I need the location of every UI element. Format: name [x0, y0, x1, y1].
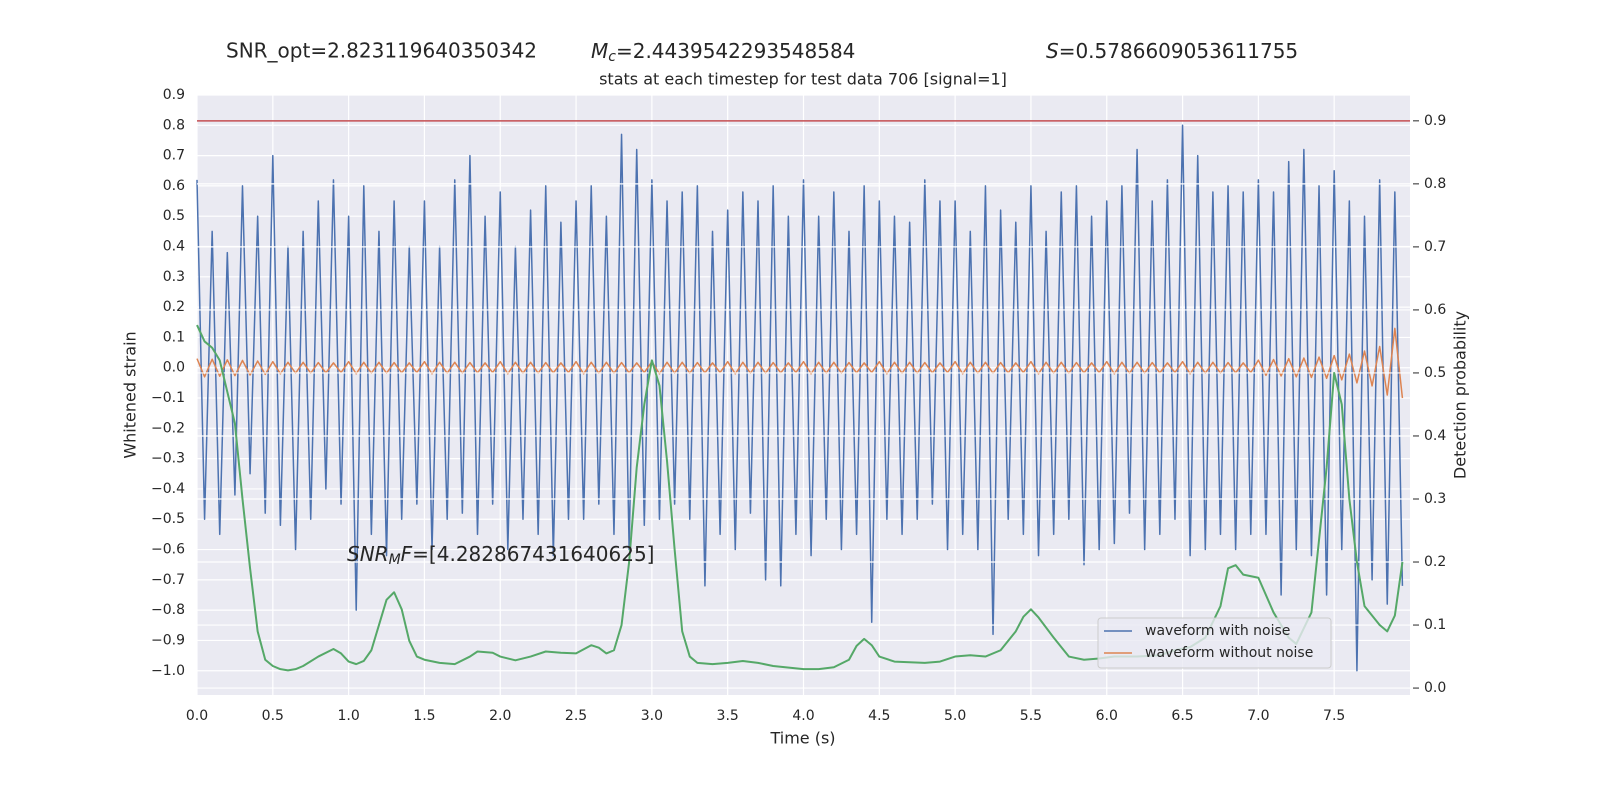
symbol: SNR: [347, 542, 389, 566]
y2-tick-label: 0.7: [1424, 239, 1446, 255]
chirp-mass: Mc=2.4439542293548584: [591, 39, 855, 66]
chart-title: stats at each timestep for test data 706…: [599, 70, 1007, 89]
x-tick-label: 5.0: [944, 708, 966, 724]
x-tick-label: 7.5: [1323, 708, 1345, 724]
subscript: c: [608, 49, 616, 65]
snr-opt: SNR_opt=2.823119640350342: [226, 39, 537, 63]
y-tick-label: 0.7: [163, 148, 185, 164]
x-tick-label: 7.0: [1247, 708, 1269, 724]
value: =[4.282867431640625]: [412, 542, 654, 566]
y-tick-label: −0.6: [151, 542, 185, 558]
y2-tick-label: 0.8: [1424, 176, 1446, 192]
x-tick-label: 2.0: [489, 708, 511, 724]
tick-labels: 0.0 0.5 1.0 1.5 2.0 2.5 3.0 3.5 4.0 4.5 5.0 5.5 6.0 6…: [151, 87, 1446, 724]
y-tick-label: 0.4: [163, 239, 185, 255]
y2-tick-label: 0.6: [1424, 302, 1446, 318]
y-tick-label: −0.8: [151, 602, 185, 618]
x-tick-label: 1.5: [413, 708, 435, 724]
x-tick-label: 6.0: [1096, 708, 1118, 724]
y-tick-label: −0.1: [151, 390, 185, 406]
y-tick-label: −0.3: [151, 451, 185, 467]
x-tick-label: 4.5: [868, 708, 890, 724]
y-tick-label: 0.5: [163, 208, 185, 224]
y-tick-label: −0.7: [151, 572, 185, 588]
y-tick-label: 0.0: [163, 360, 185, 376]
y-tick-label: −0.5: [151, 511, 185, 527]
value: =0.5786609053611755: [1059, 39, 1298, 63]
x-tick-label: 0.0: [186, 708, 208, 724]
y-tick-label: 0.6: [163, 178, 185, 194]
value: =2.4439542293548584: [616, 39, 855, 63]
y2-tick-label: 0.9: [1424, 113, 1446, 129]
series-line: [196, 324, 1404, 672]
x-tick-label: 2.5: [565, 708, 587, 724]
symbol: F: [401, 542, 413, 566]
legend-label: waveform without noise: [1145, 645, 1313, 661]
x-tick-label: 0.5: [262, 708, 284, 724]
legend-box: [1097, 617, 1332, 669]
subscript: M: [389, 552, 401, 568]
spin: S=0.5786609053611755: [1046, 39, 1298, 63]
y-tick-label: −0.2: [151, 420, 185, 436]
data-layer-y2: [196, 120, 1410, 672]
y2-tick-label: 0.4: [1424, 428, 1446, 444]
x-tick-label: 3.5: [717, 708, 739, 724]
x-tick-label: 4.0: [792, 708, 814, 724]
y-tick-label: −0.4: [151, 481, 185, 497]
x-tick-label: 3.0: [641, 708, 663, 724]
y-tick-label: −1.0: [151, 663, 185, 679]
y2-tick-label: 0.5: [1424, 365, 1446, 381]
y2-axis-label: Detection probability: [1451, 311, 1470, 479]
x-tick-label: 6.5: [1171, 708, 1193, 724]
y-tick-label: 0.3: [163, 269, 185, 285]
y-axis-label: Whitened strain: [121, 331, 140, 458]
x-tick-label: 5.5: [1020, 708, 1042, 724]
x-axis-label: Time (s): [769, 729, 835, 748]
y-tick-label: −0.9: [151, 632, 185, 648]
y-tick-label: 0.9: [163, 87, 185, 103]
symbol: M: [591, 39, 608, 63]
y2-tick-label: 0.3: [1424, 491, 1446, 507]
y-tick-label: 0.2: [163, 299, 185, 315]
symbol: S: [1046, 39, 1059, 63]
y2-tick-label: 0.1: [1424, 617, 1446, 633]
x-tick-label: 1.0: [337, 708, 359, 724]
y-tick-label: 0.1: [163, 329, 185, 345]
legend-label: waveform with noise: [1145, 623, 1290, 639]
y2-tick-label: 0.2: [1424, 554, 1446, 570]
data-layer: [196, 124, 1404, 672]
series-line: [196, 327, 1404, 399]
series-line: [196, 124, 1404, 672]
snr-mf: SNRMF=[4.282867431640625]: [347, 542, 655, 569]
y2-tick-label: 0.0: [1424, 680, 1446, 696]
legend: waveform with noise waveform without nois…: [1097, 617, 1332, 669]
y-tick-label: 0.8: [163, 117, 185, 133]
